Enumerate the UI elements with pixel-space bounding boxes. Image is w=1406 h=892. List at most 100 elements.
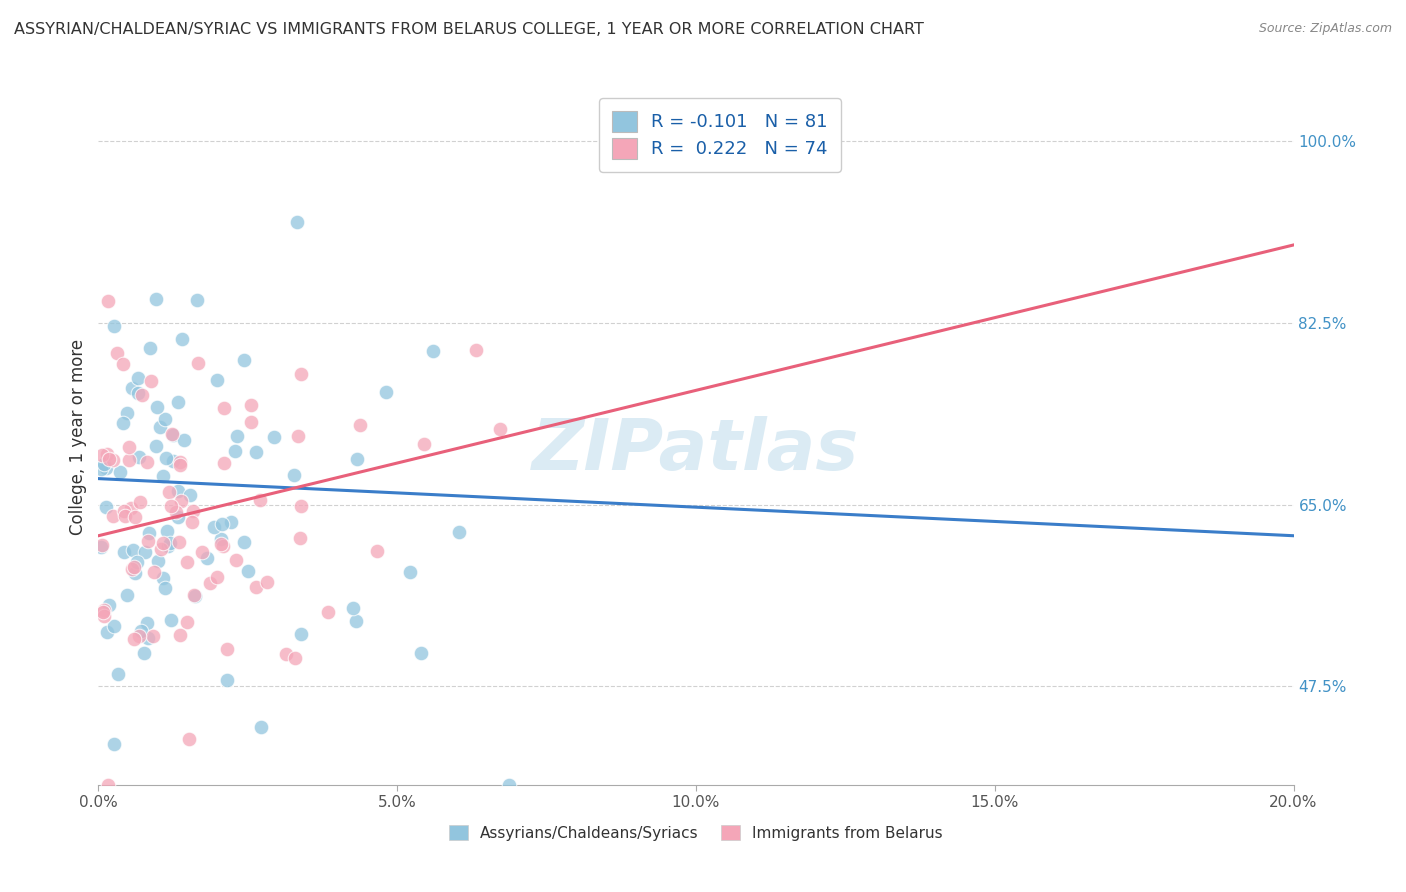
- Point: [118, 440, 141, 454]
- Point: [136, 455, 159, 469]
- Point: [93, 608, 115, 623]
- Point: [122, 632, 145, 646]
- Point: [488, 422, 510, 436]
- Point: [249, 493, 271, 508]
- Point: [101, 453, 124, 467]
- Point: [155, 581, 177, 595]
- Point: [117, 588, 139, 602]
- Point: [103, 619, 125, 633]
- Point: [97, 293, 120, 308]
- Point: [115, 406, 138, 420]
- Point: [284, 651, 307, 665]
- Text: ZIPatlas: ZIPatlas: [533, 417, 859, 485]
- Y-axis label: College, 1 year or more: College, 1 year or more: [69, 339, 87, 535]
- Point: [114, 508, 136, 523]
- Point: [134, 544, 156, 558]
- Point: [103, 737, 125, 751]
- Point: [107, 667, 129, 681]
- Point: [344, 614, 367, 628]
- Point: [212, 539, 235, 553]
- Point: [136, 615, 159, 630]
- Point: [290, 627, 312, 641]
- Point: [90, 462, 112, 476]
- Text: Source: ZipAtlas.com: Source: ZipAtlas.com: [1258, 22, 1392, 36]
- Point: [215, 673, 238, 687]
- Point: [167, 509, 190, 524]
- Point: [180, 515, 202, 529]
- Point: [136, 632, 159, 646]
- Point: [245, 580, 267, 594]
- Point: [498, 778, 520, 792]
- Point: [170, 332, 193, 346]
- Point: [97, 778, 120, 792]
- Point: [118, 453, 141, 467]
- Point: [287, 429, 309, 443]
- Point: [127, 386, 149, 401]
- Point: [224, 443, 246, 458]
- Point: [121, 381, 143, 395]
- Point: [240, 398, 263, 412]
- Point: [250, 720, 273, 734]
- Point: [124, 566, 146, 580]
- Point: [316, 605, 339, 619]
- Point: [132, 646, 155, 660]
- Point: [176, 555, 198, 569]
- Point: [149, 542, 172, 557]
- Point: [181, 504, 204, 518]
- Point: [256, 575, 278, 590]
- Point: [143, 565, 166, 579]
- Point: [169, 458, 191, 472]
- Point: [215, 642, 238, 657]
- Point: [198, 576, 221, 591]
- Point: [94, 500, 117, 514]
- Point: [155, 450, 177, 465]
- Point: [422, 343, 444, 358]
- Point: [212, 456, 235, 470]
- Point: [145, 292, 167, 306]
- Point: [129, 624, 152, 638]
- Point: [131, 388, 153, 402]
- Point: [142, 629, 165, 643]
- Point: [169, 628, 191, 642]
- Point: [274, 647, 297, 661]
- Point: [412, 437, 434, 451]
- Point: [225, 428, 247, 442]
- Point: [122, 542, 145, 557]
- Point: [173, 433, 195, 447]
- Point: [103, 318, 125, 333]
- Point: [187, 355, 209, 369]
- Point: [112, 358, 135, 372]
- Point: [157, 539, 180, 553]
- Point: [212, 401, 235, 415]
- Point: [167, 484, 190, 499]
- Point: [399, 566, 422, 580]
- Point: [207, 373, 229, 387]
- Point: [236, 564, 259, 578]
- Point: [195, 551, 218, 566]
- Point: [184, 589, 207, 603]
- Point: [157, 484, 180, 499]
- Point: [375, 385, 398, 400]
- Point: [112, 503, 135, 517]
- Point: [239, 415, 262, 429]
- Point: [176, 615, 198, 629]
- Point: [288, 532, 311, 546]
- Point: [152, 469, 174, 483]
- Point: [101, 509, 124, 524]
- Point: [233, 535, 256, 549]
- Point: [146, 400, 169, 414]
- Point: [96, 461, 118, 475]
- Point: [245, 444, 267, 458]
- Point: [91, 538, 114, 552]
- Point: [139, 341, 162, 355]
- Point: [165, 505, 187, 519]
- Text: ASSYRIAN/CHALDEAN/SYRIAC VS IMMIGRANTS FROM BELARUS COLLEGE, 1 YEAR OR MORE CORR: ASSYRIAN/CHALDEAN/SYRIAC VS IMMIGRANTS F…: [14, 22, 924, 37]
- Point: [90, 448, 112, 462]
- Point: [169, 455, 191, 469]
- Point: [179, 732, 201, 747]
- Point: [122, 559, 145, 574]
- Point: [153, 411, 176, 425]
- Point: [97, 598, 120, 612]
- Point: [93, 603, 115, 617]
- Point: [145, 439, 167, 453]
